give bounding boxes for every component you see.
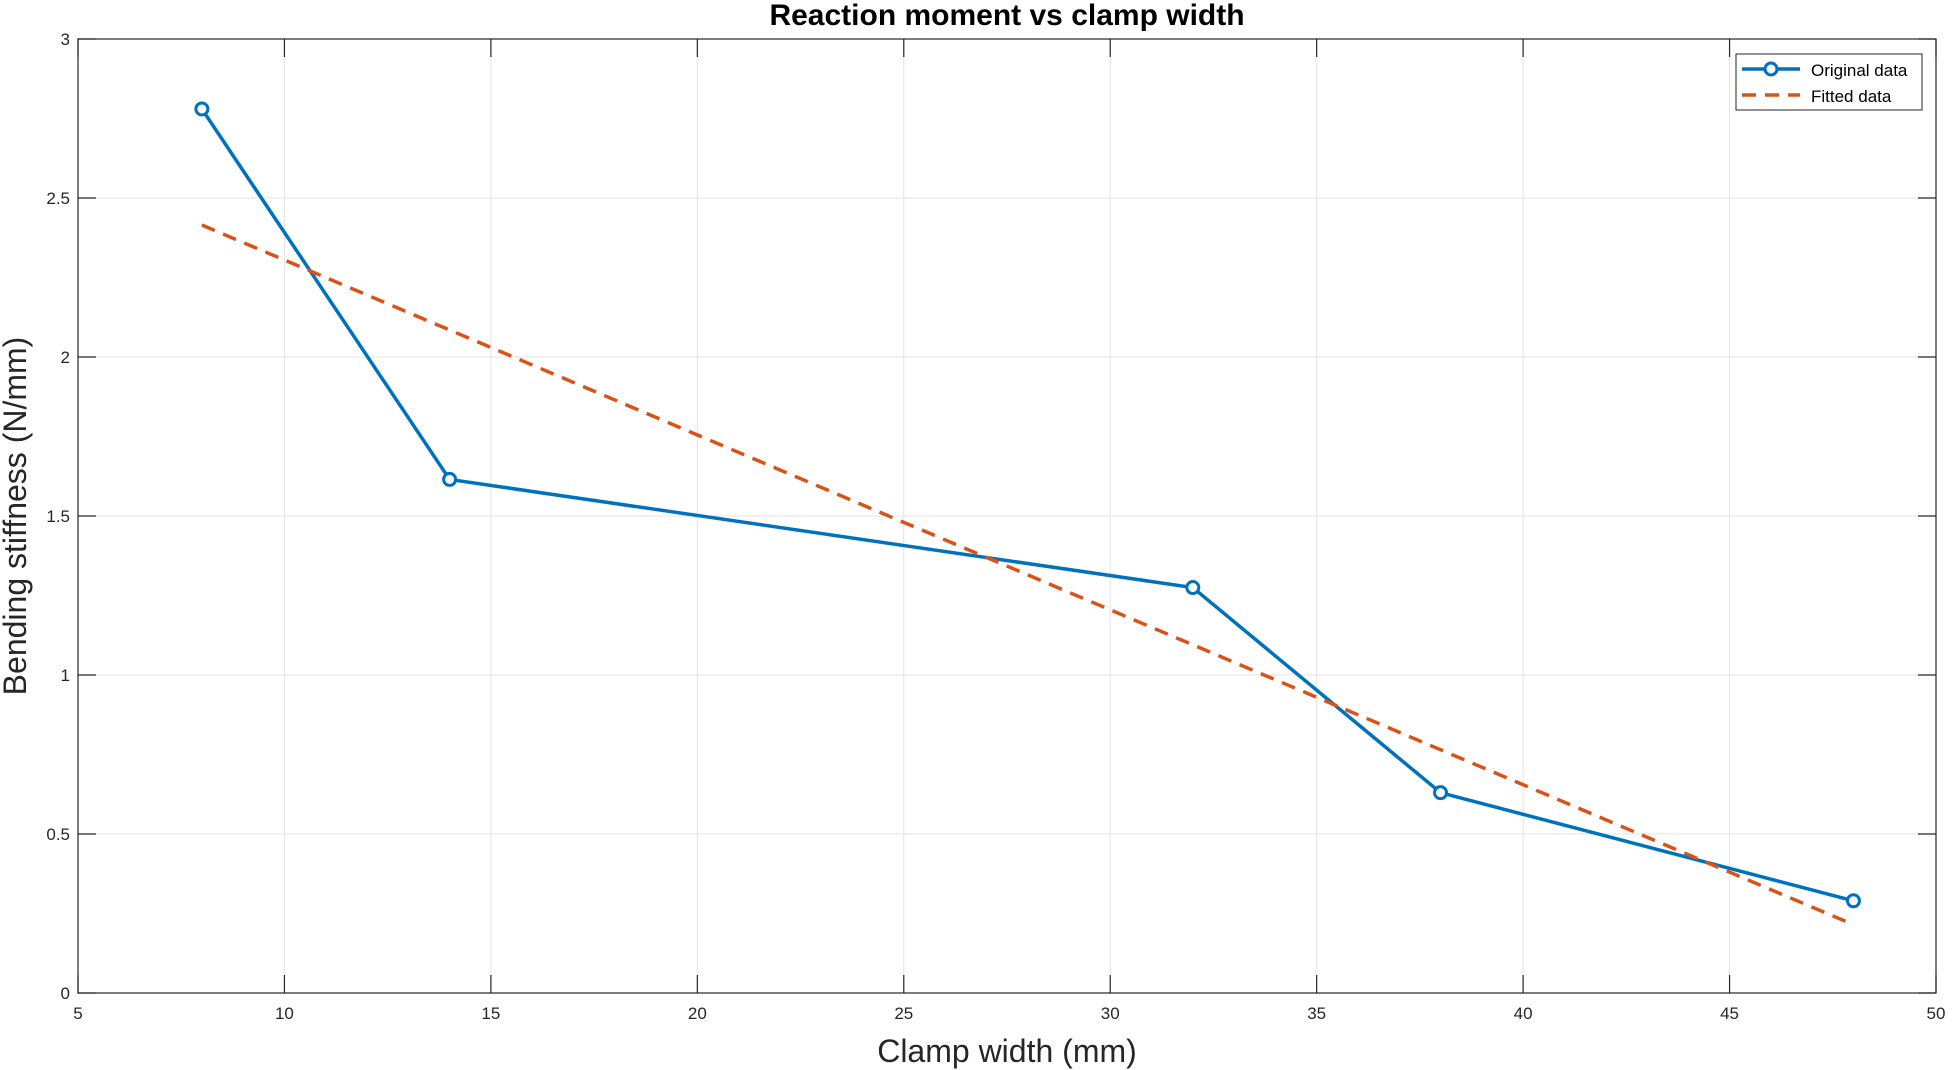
original-data-point: [442, 471, 458, 487]
original-data-point: [1185, 580, 1201, 596]
x-tick-label: 50: [1927, 1004, 1946, 1023]
legend-original-label: Original data: [1811, 61, 1908, 80]
x-tick-label: 10: [275, 1004, 294, 1023]
chart-title: Reaction moment vs clamp width: [769, 0, 1244, 32]
series-layer: [194, 101, 1861, 927]
x-axis-label: Clamp width (mm): [877, 1033, 1137, 1069]
grid: [78, 39, 1936, 993]
x-tick-label: 30: [1101, 1004, 1120, 1023]
legend-original-swatch-marker: [1763, 61, 1779, 77]
x-tick-label: 5: [73, 1004, 82, 1023]
original-data-point: [194, 101, 210, 117]
y-axis-label: Bending stiffness (N/mm): [0, 337, 33, 696]
y-tick-label: 0.5: [46, 825, 70, 844]
y-tick-label: 3: [61, 30, 70, 49]
x-tick-label: 15: [481, 1004, 500, 1023]
y-tick-label: 1: [61, 666, 70, 685]
x-tick-label: 45: [1720, 1004, 1739, 1023]
y-tick-label: 1.5: [46, 507, 70, 526]
x-tick-label: 40: [1514, 1004, 1533, 1023]
original-data-point: [1845, 893, 1861, 909]
y-tick-label: 2: [61, 348, 70, 367]
original-data-point: [1433, 785, 1449, 801]
tick-marks: [77, 38, 1937, 994]
legend-fitted-label: Fitted data: [1811, 87, 1892, 106]
x-tick-label: 20: [688, 1004, 707, 1023]
tick-labels: 5 10 15 20 25 30 35 40 45 50 0 0.5 1 1.5 2 2.5 3: [46, 30, 1945, 1023]
legend: Original data Fitted data: [1735, 53, 1923, 111]
x-tick-label: 35: [1307, 1004, 1326, 1023]
y-tick-label: 2.5: [46, 189, 70, 208]
y-tick-label: 0: [61, 984, 70, 1003]
x-tick-label: 25: [894, 1004, 913, 1023]
